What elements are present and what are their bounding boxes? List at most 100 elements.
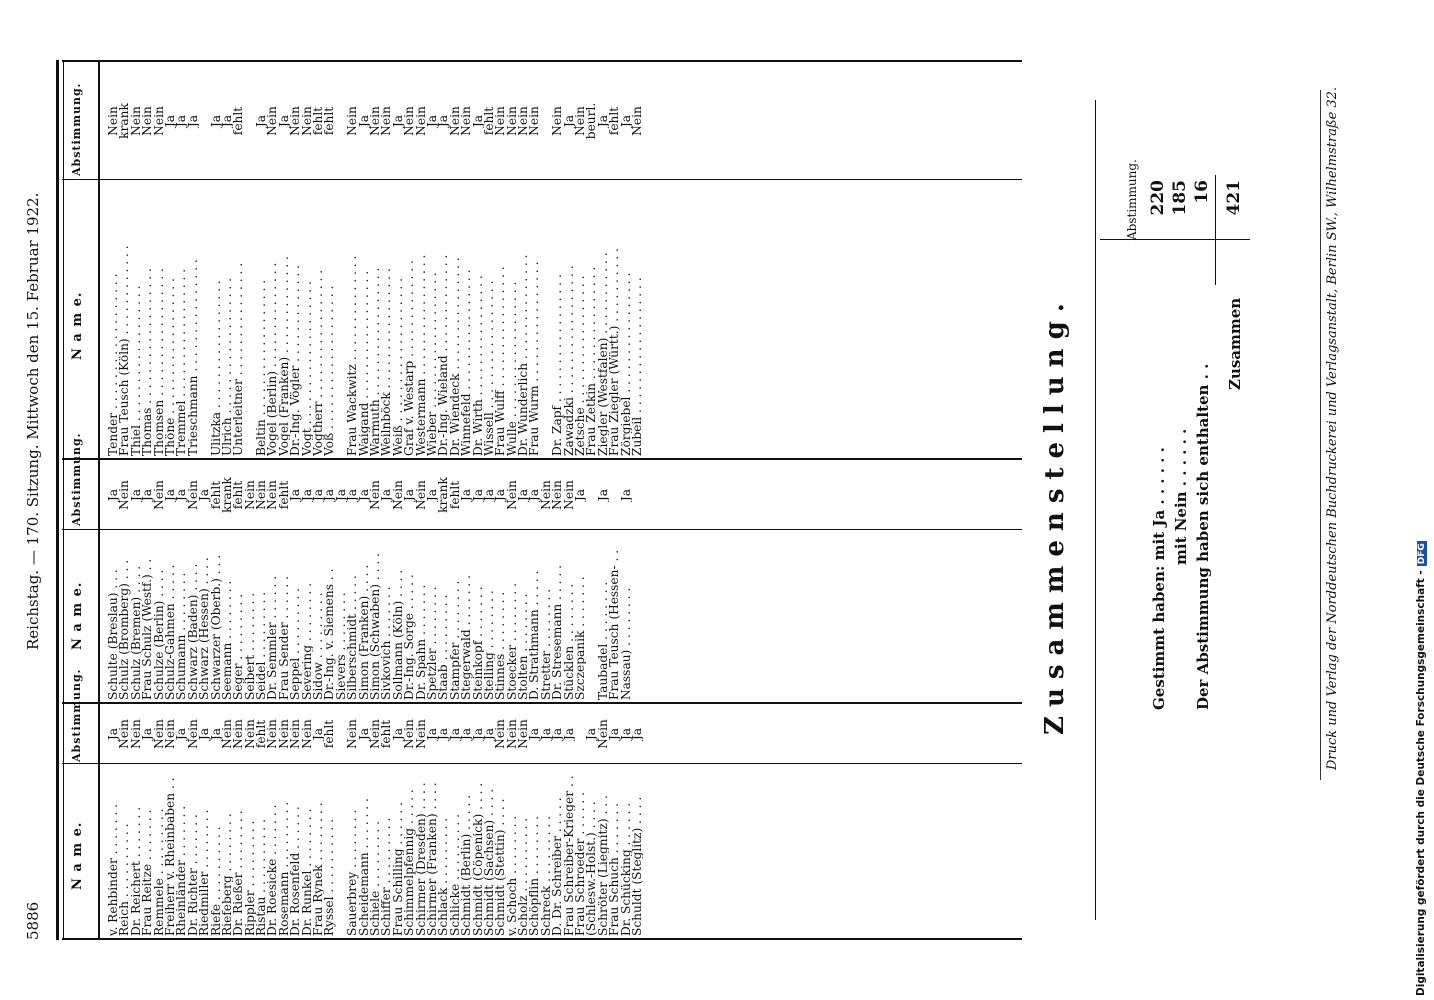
member-name: Dr. Wiendeck . . . . . . . . . . . . . .…	[449, 257, 462, 456]
member-vote: Nein	[347, 719, 359, 749]
member-vote: fehlt	[256, 719, 268, 749]
member-name: Thöne . . . . . . . . . . . . . . . . . …	[164, 278, 177, 456]
member-name: Schumann . . . . . . . .	[176, 573, 188, 700]
member-name: Westermann . . . . . . . . . . . . . . .…	[415, 255, 427, 456]
member-name: Dr. Runkel . . . . . . . .	[301, 809, 314, 936]
name-list: Schulte (Breslau) . . . Schulz (Bromberg…	[108, 532, 632, 700]
member-name: Vogtherr . . . . . . . . . . . . . . . .…	[313, 270, 325, 456]
member-vote: Ja	[552, 727, 564, 741]
column-divider	[62, 763, 1022, 764]
member-name: Sidow . . . . . . . . .	[313, 592, 325, 700]
top-rule	[56, 60, 64, 940]
member-name: Schmidt (Stettin) . . . .	[495, 798, 507, 936]
member-name: Sollmann (Köln) . . . .	[392, 570, 405, 700]
member-name: Frau Teusch (Köln) . . . . . . . . . . .…	[119, 245, 131, 456]
member-vote: Ja	[210, 114, 222, 128]
member-name: Schmidt (Sachsen) . . . .	[483, 789, 496, 936]
member-vote: Ja	[199, 727, 211, 741]
member-name: Dr. Richter . . . . . . .	[187, 814, 200, 936]
member-name: Schlicke . . . . . . . . .	[449, 814, 462, 936]
member-name: Seppel . . . . . . . . .	[290, 588, 302, 700]
member-name: Trieschmann . . . . . . . . . . . . . . …	[187, 259, 200, 456]
member-vote: Ja	[176, 727, 188, 741]
member-vote: Nein	[631, 106, 644, 136]
member-vote: krank	[221, 477, 234, 513]
member-name: Frau Teusch (Hessen- . .	[609, 550, 621, 700]
member-vote: Ja	[586, 727, 598, 741]
member-vote: Ja	[199, 488, 211, 502]
member-name: Schulze (Berlin) . . . .	[153, 570, 165, 700]
member-vote: Ja	[631, 727, 644, 741]
member-name: Schirmer (Dresden) . . . .	[415, 782, 427, 936]
member-vote: Ja	[472, 488, 484, 502]
member-vote: Nein	[415, 106, 427, 136]
member-name: Staab . . . . . . . . .	[438, 595, 450, 700]
member-vote: Nein	[552, 480, 564, 510]
member-name: Tender . . . . . . . . . . . . . . . . .…	[108, 273, 120, 456]
member-name: Dr. Rießer . . . . . . . .	[233, 811, 245, 936]
member-vote: Nein	[130, 106, 143, 136]
member-name: Silberschmidt . . . . .	[347, 575, 359, 700]
member-vote: Ja	[426, 488, 439, 502]
member-vote: Ja	[483, 488, 496, 502]
member-vote: Nein	[267, 106, 279, 136]
member-vote: Ja	[472, 727, 484, 741]
summary-sum-rule	[1215, 175, 1216, 285]
member-name: Ryssel . . . . . . . . . .	[324, 819, 336, 936]
member-vote: Nein	[164, 719, 177, 749]
member-vote: Nein	[449, 106, 462, 136]
member-name: (Schlesw.-Holst.) . . . .	[586, 801, 598, 936]
name-list: v. Rehbinder . . . . . . . Reich . . . .…	[108, 766, 643, 936]
member-vote: Ja	[210, 727, 222, 741]
page-header: 5886 Reichstag. — 170. Sitzung. Mittwoch…	[24, 60, 46, 940]
member-vote: Nein	[369, 480, 382, 510]
member-name: Frau Schuch . . . . . . .	[609, 803, 621, 936]
member-name: Reich . . . . . . . . . .	[119, 824, 131, 936]
member-vote: Nein	[540, 480, 553, 510]
member-vote: Nein	[552, 106, 564, 136]
column-header-vote: Abstimmung.	[70, 82, 83, 176]
member-name: Seibert . . . . . . . .	[244, 593, 257, 700]
member-vote: Ja	[221, 114, 234, 128]
member-name: Sauerbrey . . . . . . . .	[347, 810, 359, 936]
summary-total-count: 421	[1224, 180, 1244, 216]
member-name: Schulz (Bremen) . . . .	[130, 566, 143, 700]
member-vote: Nein	[290, 719, 302, 749]
member-name: Schulz-Gahmen . . . . .	[164, 564, 177, 700]
member-vote: Ja	[472, 114, 484, 128]
summary-total-label: Zusammen	[1226, 297, 1244, 390]
member-vote: fehlt	[324, 106, 336, 136]
member-vote: krank	[119, 103, 131, 139]
member-vote: Ja	[392, 727, 405, 741]
member-name	[336, 766, 347, 936]
member-name: Frau Reitze . . . . . . .	[142, 810, 154, 936]
member-name: Zawadzki . . . . . . . . . . . . . . . .…	[563, 265, 576, 456]
member-name: Schwarz (Baden) . . . .	[187, 564, 200, 700]
member-vote: Nein	[187, 480, 200, 510]
summary-line-ja: Gestimmt haben: mit Ja . . . . . .	[1150, 447, 1168, 710]
member-name: Frau Sender . . . . . .	[278, 576, 291, 700]
member-name	[336, 182, 347, 456]
member-name: Schreck . . . . . . . . .	[540, 816, 553, 936]
member-vote: Nein	[244, 719, 257, 749]
member-vote: Nein	[415, 480, 427, 510]
member-name: Schuldt (Steglitz) . . . .	[631, 797, 644, 936]
member-name: Schirmer (Franken) . . . .	[426, 782, 439, 936]
member-vote: fehlt	[233, 106, 245, 136]
member-name: Schmidt (Cöpenick) . . . .	[472, 783, 484, 936]
member-vote: Ja	[597, 488, 610, 502]
member-vote: Ja	[495, 488, 507, 502]
member-vote: Ja	[620, 488, 632, 502]
member-name: Schimmelpfennig . . . . .	[404, 789, 416, 936]
summary-enthalten-count: 16	[1192, 180, 1212, 204]
member-name: Zörgiebel . . . . . . . . . . . . . . . …	[620, 273, 632, 456]
member-vote: Nein	[415, 719, 427, 749]
member-name: Wulle . . . . . . . . . . . . . . . . . …	[506, 282, 519, 456]
member-vote: Nein	[267, 719, 279, 749]
member-name: Zubeil . . . . . . . . . . . . . . . . .…	[631, 277, 644, 456]
member-name: Dr. Stresemann . . . . .	[552, 565, 564, 700]
member-name: Frau Rynek . . . . . . . .	[313, 802, 325, 936]
member-vote: Nein	[404, 719, 416, 749]
member-vote: Nein	[529, 106, 541, 136]
